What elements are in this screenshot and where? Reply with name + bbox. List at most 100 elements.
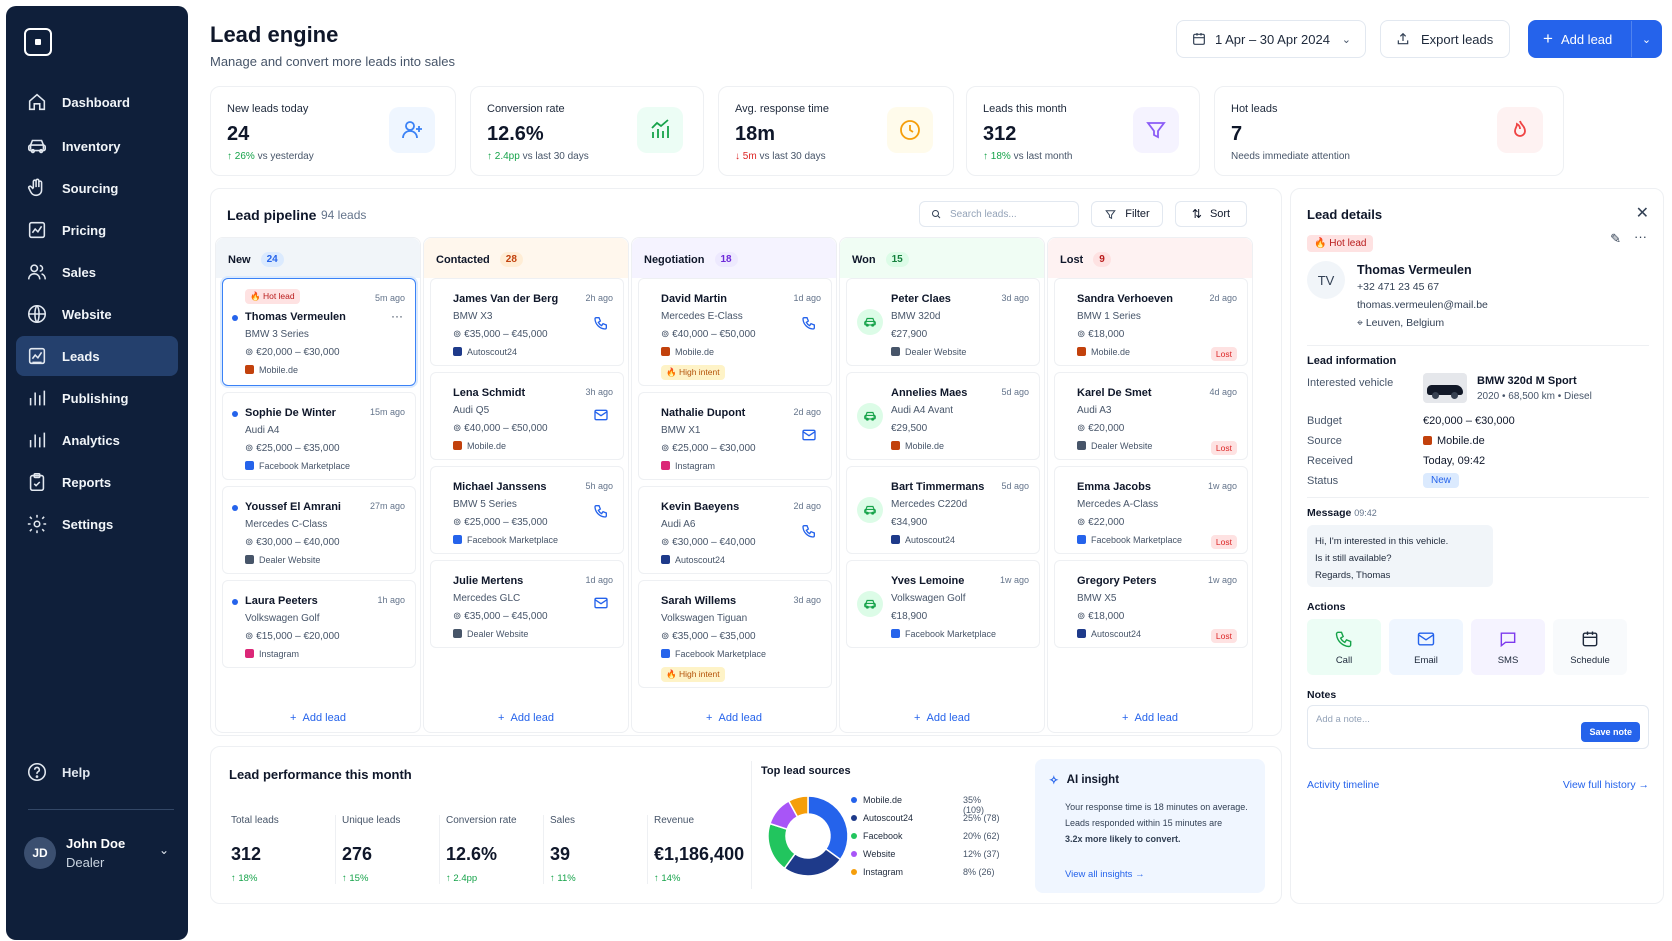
lead-card[interactable]: Yves Lemoine 1w ago Volkswagen Golf €18,900…: [846, 560, 1040, 648]
lead-source: Autoscout24: [453, 347, 517, 357]
lead-card[interactable]: Laura Peeters 1h ago Volkswagen Golf ⊚ €15,…: [222, 580, 416, 668]
add-lead-column-button[interactable]: + Add lead: [914, 712, 970, 724]
mail-icon[interactable]: [593, 407, 609, 423]
kpi-card[interactable]: Conversion rate 12.6% ↑ 2.4pp vs last 30 d…: [470, 86, 704, 176]
more-icon[interactable]: ···: [1634, 229, 1647, 244]
lead-card[interactable]: Kevin Baeyens 2d ago Audi A6 ⊚ €30,000 – €4…: [638, 486, 832, 574]
add-lead-button[interactable]: + Add lead ⌄: [1528, 20, 1662, 58]
legend-label: Facebook: [863, 831, 903, 841]
performance-metric: Sales 39 ↑ 11%: [543, 815, 576, 884]
sidebar-item-leads[interactable]: Leads: [16, 336, 178, 376]
phone-icon[interactable]: [801, 315, 817, 331]
lead-vehicle: BMW 320d: [891, 311, 941, 322]
sidebar-item-sourcing[interactable]: Sourcing: [16, 168, 178, 208]
lead-card[interactable]: Sarah Willems 3d ago Volkswagen Tiguan ⊚ €3…: [638, 580, 832, 688]
kpi-card[interactable]: Avg. response time 18m ↓ 5m vs last 30 day…: [718, 86, 954, 176]
view-insights-link[interactable]: View all insights →: [1065, 869, 1145, 880]
lead-card[interactable]: Nathalie Dupont 2d ago BMW X1 ⊚ €25,000 – €…: [638, 392, 832, 480]
lead-email[interactable]: thomas.vermeulen@mail.be: [1357, 299, 1488, 311]
lead-card[interactable]: Bart Timmermans 5d ago Mercedes C220d €34,9…: [846, 466, 1040, 554]
sort-label: Sort: [1209, 208, 1231, 220]
lead-card[interactable]: Karel De Smet 4d ago Audi A3 ⊚ €20,000 Deale…: [1054, 372, 1248, 460]
app-logo[interactable]: [24, 28, 52, 56]
lead-card[interactable]: Youssef El Amrani 27m ago Mercedes C-Class…: [222, 486, 416, 574]
lead-card[interactable]: Gregory Peters 1w ago BMW X5 ⊚ €18,000 Autos…: [1054, 560, 1248, 648]
lead-card[interactable]: Peter Claes 3d ago BMW 320d €27,900 Dealer W…: [846, 278, 1040, 366]
sidebar-item-analytics[interactable]: Analytics: [16, 420, 178, 460]
euro-icon: ⊚: [661, 631, 673, 642]
source-icon: [453, 441, 462, 450]
chevron-down-icon[interactable]: ⌄: [1631, 21, 1661, 57]
lead-time: 4d ago: [1209, 387, 1237, 397]
email-button[interactable]: Email: [1389, 619, 1463, 675]
kpi-card[interactable]: Leads this month 312 ↑ 18% vs last month: [966, 86, 1200, 176]
user-menu[interactable]: JD John Doe Dealer ⌄: [24, 830, 179, 875]
chevron-down-icon[interactable]: ⌄: [158, 843, 169, 857]
lead-vehicle: Mercedes A-Class: [1077, 499, 1159, 510]
mail-icon[interactable]: [593, 595, 609, 611]
lead-phone[interactable]: +32 471 23 45 67: [1357, 281, 1440, 293]
lead-card[interactable]: Michael Janssens 5h ago BMW 5 Series ⊚ €25,…: [430, 466, 624, 554]
kpi-trend-value: 18%: [990, 151, 1011, 162]
add-lead-column-button[interactable]: + Add lead: [290, 712, 346, 724]
search-input[interactable]: Search leads...: [919, 201, 1079, 227]
phone-icon[interactable]: [593, 315, 609, 331]
lead-card[interactable]: James Van der Berg 2h ago BMW X3 ⊚ €35,000 …: [430, 278, 624, 366]
add-lead-column-button[interactable]: + Add lead: [706, 712, 762, 724]
call-button[interactable]: Call: [1307, 619, 1381, 675]
lost-badge: Lost: [1210, 629, 1237, 643]
sort-button[interactable]: ⇅ Sort: [1175, 201, 1247, 227]
kpi-card[interactable]: Hot leads 7 Needs immediate attention: [1214, 86, 1564, 176]
kpi-card[interactable]: New leads today 24 ↑ 26% vs yesterday: [210, 86, 456, 176]
metric-trend: ↑ 2.4pp: [446, 873, 478, 884]
sidebar-item-sales[interactable]: Sales: [16, 252, 178, 292]
lead-name: Annelies Maes: [891, 387, 968, 399]
note-input[interactable]: Add a note... Save note: [1307, 705, 1649, 749]
save-note-button[interactable]: Save note: [1581, 722, 1640, 742]
sidebar-item-inventory[interactable]: Inventory: [16, 126, 178, 166]
schedule-button[interactable]: Schedule: [1553, 619, 1627, 675]
avatar: JD: [24, 836, 56, 869]
lead-card[interactable]: Emma Jacobs 1w ago Mercedes A-Class ⊚ €22,0…: [1054, 466, 1248, 554]
edit-icon[interactable]: ✎: [1610, 231, 1621, 246]
sidebar-item-dashboard[interactable]: Dashboard: [16, 82, 178, 122]
sidebar-item-settings[interactable]: Settings: [16, 504, 178, 544]
help-link[interactable]: Help: [26, 761, 90, 783]
add-lead-column-button[interactable]: + Add lead: [1122, 712, 1178, 724]
lead-budget: €27,900: [891, 329, 927, 340]
activity-timeline-link[interactable]: Activity timeline: [1307, 779, 1380, 791]
lead-card[interactable]: Sandra Verhoeven 2d ago BMW 1 Series ⊚ €18,…: [1054, 278, 1248, 366]
view-history-link[interactable]: View full history →: [1563, 779, 1649, 791]
lead-time: 1w ago: [999, 575, 1029, 585]
phone-icon[interactable]: [801, 523, 817, 539]
lead-card[interactable]: Sophie De Winter 15m ago Audi A4 ⊚ €25,000 …: [222, 392, 416, 480]
lead-card[interactable]: David Martin 1d ago Mercedes E-Class ⊚ €40,…: [638, 278, 832, 386]
lead-card[interactable]: Annelies Maes 5d ago Audi A4 Avant €29,500 M…: [846, 372, 1040, 460]
sidebar-item-publishing[interactable]: Publishing: [16, 378, 178, 418]
lost-badge: Lost: [1210, 535, 1237, 549]
euro-icon: ⊚: [245, 631, 257, 642]
more-icon[interactable]: ···: [391, 309, 403, 323]
export-leads-button[interactable]: Export leads: [1380, 20, 1510, 58]
sidebar-item-reports[interactable]: Reports: [16, 462, 178, 502]
received-value: Today, 09:42: [1423, 455, 1486, 467]
lead-card[interactable]: Julie Mertens 1d ago Mercedes GLC ⊚ €35,000…: [430, 560, 624, 648]
date-range-picker[interactable]: 1 Apr – 30 Apr 2024 ⌄: [1176, 20, 1366, 58]
mail-icon[interactable]: [801, 427, 817, 443]
lead-vehicle: BMW 5 Series: [453, 499, 517, 510]
phone-icon[interactable]: [593, 503, 609, 519]
lead-card[interactable]: 🔥 Hot lead Thomas Vermeulen 5m ago BMW 3 Se…: [222, 278, 416, 386]
close-icon[interactable]: ✕: [1635, 205, 1649, 222]
add-lead-column-button[interactable]: + Add lead: [498, 712, 554, 724]
status-badge[interactable]: New: [1423, 473, 1460, 488]
message-title: Message 09:42: [1307, 507, 1377, 519]
sms-button[interactable]: SMS: [1471, 619, 1545, 675]
sidebar-nav: Dashboard Inventory Sourcing Pricing Sales We…: [16, 82, 178, 546]
sidebar-item-website[interactable]: Website: [16, 294, 178, 334]
donut-slice-instagram[interactable]: [787, 795, 809, 818]
car-icon: [857, 309, 883, 335]
sidebar-item-pricing[interactable]: Pricing: [16, 210, 178, 250]
filter-button[interactable]: Filter: [1091, 201, 1163, 227]
lead-vehicle: Mercedes C-Class: [245, 519, 328, 530]
lead-card[interactable]: Lena Schmidt 3h ago Audi Q5 ⊚ €40,000 – €50…: [430, 372, 624, 460]
